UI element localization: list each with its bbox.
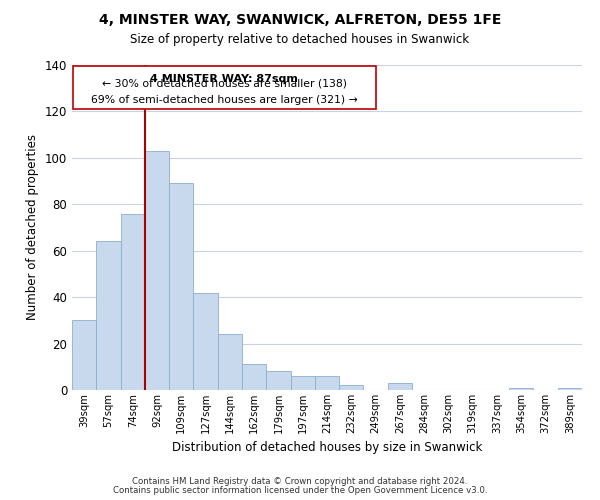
Text: 4, MINSTER WAY, SWANWICK, ALFRETON, DE55 1FE: 4, MINSTER WAY, SWANWICK, ALFRETON, DE55… (99, 12, 501, 26)
Bar (145, 151, 169, 390)
Bar (388, 383, 412, 390)
Text: Size of property relative to detached houses in Swanwick: Size of property relative to detached ho… (130, 32, 470, 46)
Text: 69% of semi-detached houses are larger (321) →: 69% of semi-detached houses are larger (… (91, 95, 358, 105)
Bar (218, 334, 242, 390)
Bar (169, 184, 193, 390)
Y-axis label: Number of detached properties: Number of detached properties (26, 134, 39, 320)
Text: Contains public sector information licensed under the Open Government Licence v3: Contains public sector information licen… (113, 486, 487, 495)
Bar (315, 376, 339, 390)
Bar (193, 292, 218, 390)
Bar (266, 372, 290, 390)
Bar (558, 388, 582, 390)
Bar (339, 386, 364, 390)
FancyBboxPatch shape (73, 66, 376, 109)
Text: Contains HM Land Registry data © Crown copyright and database right 2024.: Contains HM Land Registry data © Crown c… (132, 477, 468, 486)
Bar (72, 320, 96, 390)
Text: ← 30% of detached houses are smaller (138): ← 30% of detached houses are smaller (13… (102, 78, 347, 88)
X-axis label: Distribution of detached houses by size in Swanwick: Distribution of detached houses by size … (172, 442, 482, 454)
Bar (121, 214, 145, 390)
Bar (509, 388, 533, 390)
Bar (290, 376, 315, 390)
Bar (242, 364, 266, 390)
Text: 4 MINSTER WAY: 87sqm: 4 MINSTER WAY: 87sqm (151, 74, 298, 85)
Bar (96, 242, 121, 390)
